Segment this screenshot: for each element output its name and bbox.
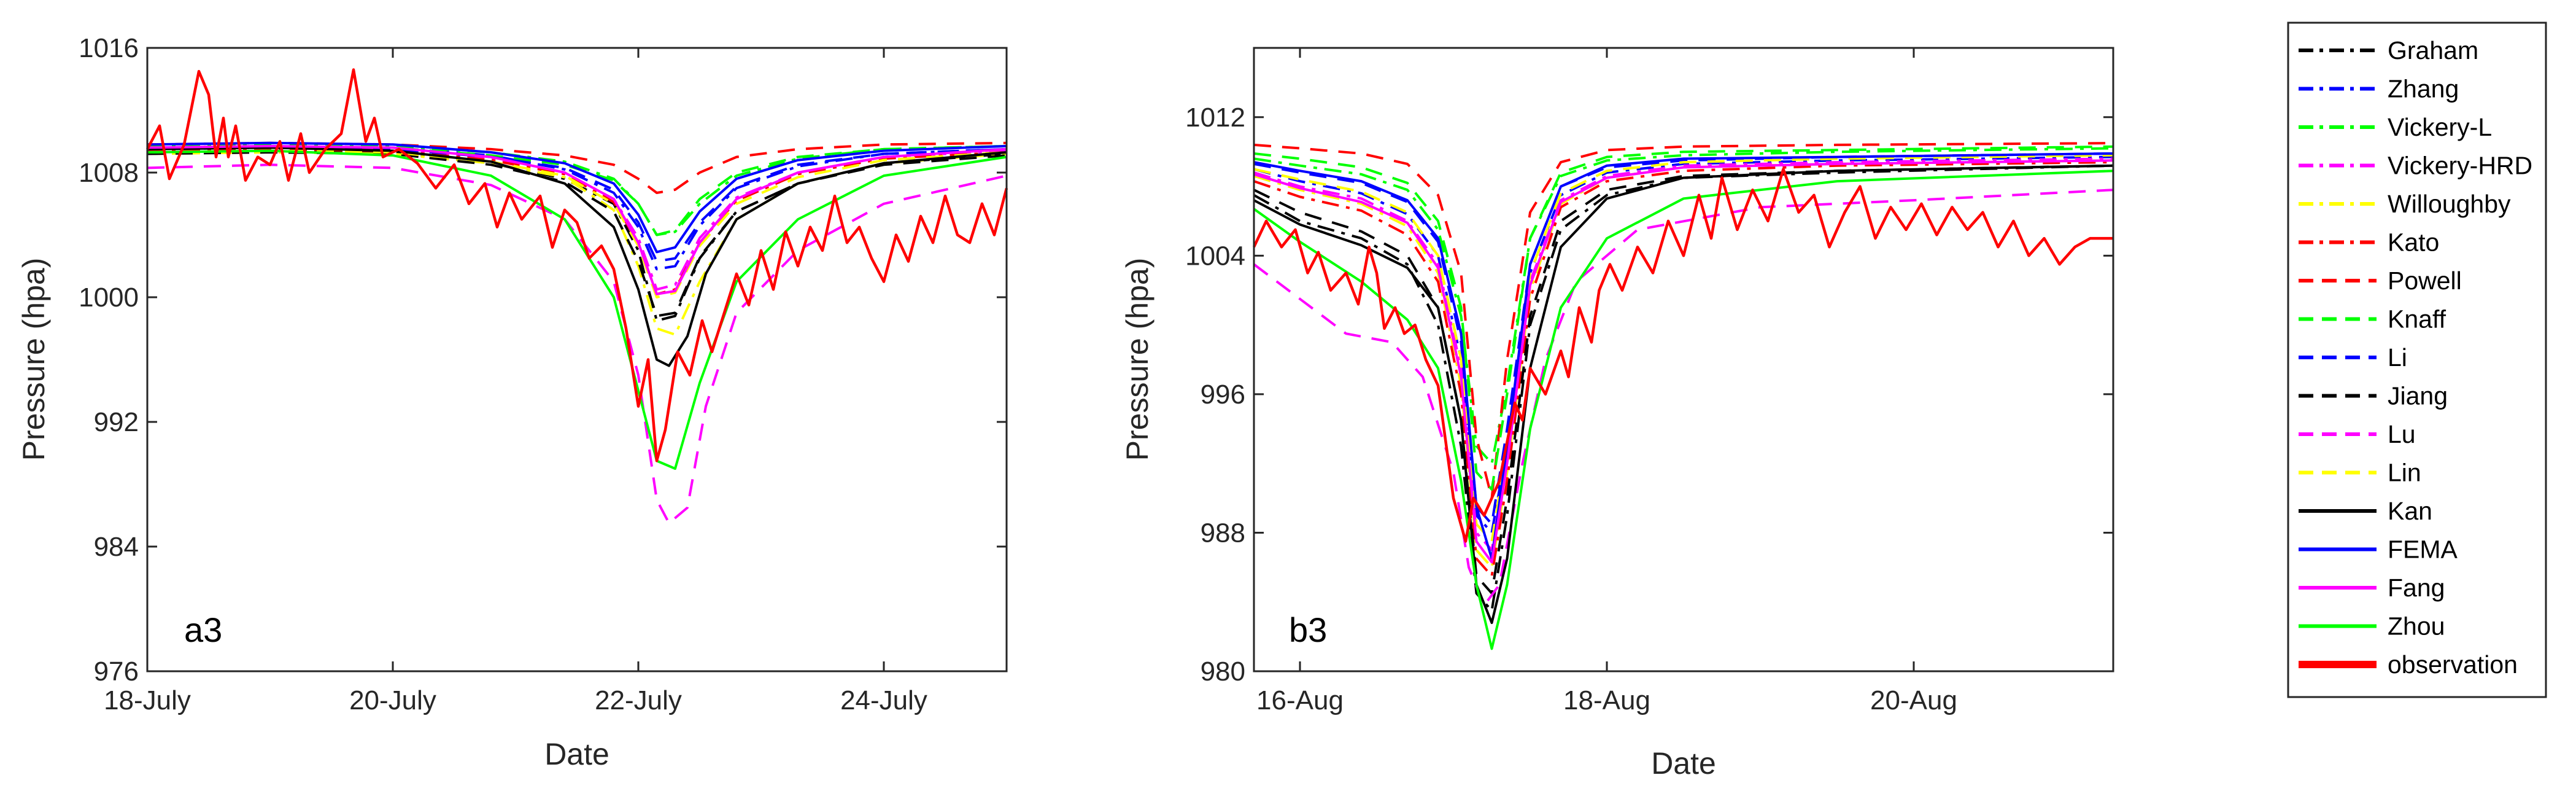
a3-xtick-label: 20-July: [349, 685, 436, 715]
a3-series-li: [147, 146, 1007, 263]
b3-series-kato: [1253, 161, 2114, 577]
b3-ytick-label: 1012: [1185, 103, 1245, 133]
legend-label-knaff: Knaff: [2388, 305, 2446, 333]
b3-y-axis-label: Pressure (hpa): [1120, 258, 1155, 461]
b3-xtick-label: 20-Aug: [1870, 685, 1957, 715]
legend-label-kan: Kan: [2388, 497, 2432, 525]
a3-xtick-label: 22-July: [595, 685, 682, 715]
legend-label-fema: FEMA: [2388, 536, 2458, 564]
a3-ytick-label: 1000: [79, 282, 139, 313]
legend-label-powell: Powell: [2388, 267, 2462, 295]
b3-series-li: [1253, 152, 2114, 526]
legend-label-zhang: Zhang: [2388, 75, 2459, 103]
legend: Graham Zhang Vickery-L Vickery-HRD Willoughb…: [2287, 21, 2547, 698]
legend-label-jiang: Jiang: [2388, 382, 2448, 410]
legend-label-vickery-l: Vickery-L: [2388, 113, 2492, 141]
legend-label-observation: observation: [2388, 650, 2518, 679]
a3-series-zhou: [147, 149, 1007, 470]
a3-series-fang: [147, 144, 1007, 295]
b3-ytick-label: 1004: [1185, 241, 1245, 271]
panel-a3-chart: 976 984 992 1000 1008 1016 18-July 20-July 22-Ju…: [17, 33, 1008, 771]
a3-ytick-label: 976: [94, 657, 139, 687]
b3-ytick-label: 980: [1201, 657, 1245, 687]
a3-series-fema: [147, 141, 1007, 254]
a3-ytick-label: 1016: [79, 33, 139, 63]
b3-x-axis-label: Date: [1651, 746, 1716, 781]
b3-series-graham: [1253, 164, 2114, 612]
legend-label-graham: Graham: [2388, 36, 2478, 64]
a3-plot-area: [147, 48, 1007, 671]
legend-label-li: Li: [2388, 343, 2407, 372]
b3-ticks: 980 988 996 1004 1012 16-Aug 18-Aug 20-Aug: [1185, 48, 2113, 715]
legend-label-lu: Lu: [2388, 420, 2416, 448]
legend-items: Graham Zhang Vickery-L Vickery-HRD Willoughb…: [2299, 36, 2532, 679]
b3-series-observation: [1252, 168, 2113, 543]
legend-label-willoughby: Willoughby: [2388, 190, 2511, 218]
legend-box: [2287, 21, 2547, 698]
b3-ytick-label: 996: [1201, 380, 1245, 410]
a3-panel-label: a3: [184, 610, 222, 649]
a3-axes-box: [146, 47, 1008, 672]
panel-b3-chart: 980 988 996 1004 1012 16-Aug 18-Aug 20-Aug b3 D…: [1120, 47, 2114, 781]
legend-label-lin: Lin: [2388, 459, 2421, 487]
b3-series-fang: [1253, 159, 2114, 564]
b3-xtick-label: 16-Aug: [1256, 685, 1344, 715]
b3-ytick-label: 988: [1201, 518, 1245, 548]
a3-ticks: 976 984 992 1000 1008 1016 18-July 20-July 22-Ju…: [79, 33, 1007, 715]
b3-series-lu: [1253, 189, 2114, 607]
a3-series-observation: [146, 68, 1008, 462]
b3-series-zhou: [1253, 170, 2114, 650]
a3-series-kan: [147, 146, 1007, 367]
a3-ytick-label: 984: [94, 532, 139, 562]
legend-label-vickery-hrd: Vickery-HRD: [2388, 152, 2532, 180]
legend-label-kato: Kato: [2388, 228, 2439, 257]
a3-ytick-label: 992: [94, 407, 139, 437]
a3-xtick-label: 18-July: [104, 685, 191, 715]
a3-x-axis-label: Date: [544, 737, 609, 771]
a3-y-axis-label: Pressure (hpa): [17, 258, 51, 461]
b3-axes-box: [1253, 47, 2114, 672]
b3-series-powell: [1253, 142, 2114, 500]
b3-series-knaff: [1253, 145, 2114, 491]
b3-plot-area: [1254, 48, 2113, 671]
a3-xtick-label: 24-July: [840, 685, 927, 715]
b3-series-lin: [1253, 154, 2114, 543]
b3-series-kan: [1253, 164, 2114, 625]
b3-series-lines: [1252, 142, 2114, 650]
legend-label-fang: Fang: [2388, 574, 2445, 602]
legend-label-zhou: Zhou: [2388, 612, 2445, 641]
a3-ytick-label: 1008: [79, 158, 139, 188]
a3-series-lines: [146, 68, 1008, 524]
b3-panel-label: b3: [1289, 610, 1327, 649]
b3-xtick-label: 18-Aug: [1563, 685, 1650, 715]
